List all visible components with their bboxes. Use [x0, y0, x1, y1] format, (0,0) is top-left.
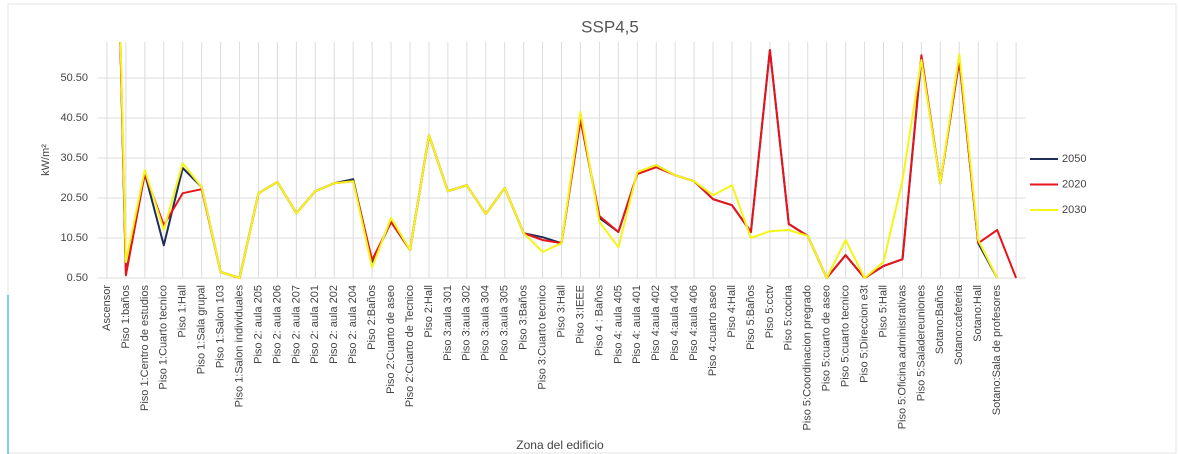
x-tick-label: Piso 1:baños	[120, 285, 132, 349]
x-tick-label: Sotano:cafeteria	[953, 284, 965, 365]
x-axis-label: Zona del edificio	[516, 438, 604, 452]
x-tick-label: Piso 2:Cuarto de Tecnico	[404, 285, 416, 407]
x-tick-label: Piso 5:Oficina administrativas	[896, 285, 908, 430]
y-tick-label: 50.50	[60, 72, 88, 84]
x-tick-label: Piso 5:Baños	[745, 285, 757, 350]
x-tick-label: Piso 4:Hall	[726, 285, 738, 338]
x-tick-label: Piso 2: aula 207	[290, 285, 302, 364]
legend-label: 2030	[1062, 204, 1086, 216]
x-tick-label: Piso 1:Cuarto tecnico	[158, 285, 170, 390]
x-tick-label: Piso 2: aula 204	[347, 285, 359, 364]
x-tick-label: Piso 1:Hall	[177, 285, 189, 338]
x-tick-label: Piso 5:Coordinacion pregrado	[802, 285, 814, 431]
x-tick-label: Piso 5:Saladereuniones	[915, 285, 927, 402]
legend-label: 2020	[1062, 178, 1086, 190]
x-tick-label: Piso 4:aula 404	[669, 285, 681, 361]
x-tick-label: Piso 4:aula 402	[650, 285, 662, 361]
x-tick-label: Piso 3:aula 301	[442, 285, 454, 361]
x-tick-label: Piso 2:Baños	[366, 285, 378, 350]
x-tick-label: Piso 4: aula 401	[631, 285, 643, 364]
x-tick-label: Piso 5:cuarto tecnico	[840, 285, 852, 387]
x-tick-label: Piso 2: aula 201	[309, 285, 321, 364]
x-tick-label: Piso 2:Cuarto de aseo	[385, 285, 397, 394]
x-tick-label: Piso 4:cuarto aseo	[707, 285, 719, 376]
plot	[119, 42, 1018, 279]
y-tick-label: 20.50	[60, 192, 88, 204]
x-tick-label: Piso 1:Sala grupal	[196, 285, 208, 374]
x-tick-label: Piso 5:cuarto de aseo	[821, 285, 833, 391]
chart-frame	[7, 3, 1177, 454]
y-axis-label: kW/m²	[40, 144, 52, 176]
x-tick-label: Piso 4:aula 406	[688, 285, 700, 361]
x-tick-label: Piso 1:Salon 103	[215, 285, 227, 368]
x-tick-label: Piso 3:IEEE	[574, 285, 586, 344]
x-tick-label: Piso 4: aula 405	[612, 285, 624, 364]
legend-label: 2050	[1062, 153, 1086, 165]
x-tick-label: Piso 4 : Baños	[593, 285, 605, 356]
x-tick-label: Piso 2: aula 202	[328, 285, 340, 364]
x-tick-label: Piso 3:Hall	[555, 285, 567, 338]
y-tick-label: 10.50	[60, 232, 88, 244]
x-tick-label: Piso 3:Cuarto tecnico	[536, 285, 548, 390]
series-line	[119, 42, 999, 279]
y-tick-label: 40.50	[60, 112, 88, 124]
x-tick-label: Piso 2: aula 205	[252, 285, 264, 364]
y-tick-label: 0.50	[67, 272, 88, 284]
x-tick-label: Piso 5:Hall	[877, 285, 889, 338]
x-tick-label: Piso 1:Centro de estudios	[139, 285, 151, 411]
x-tick-label: Ascensor	[101, 285, 113, 331]
x-tick-label: Piso 3:aula 304	[480, 285, 492, 361]
x-tick-label: Piso 2:Hall	[423, 285, 435, 338]
x-tick-label: Piso 5:Direccion e3t	[858, 285, 870, 383]
x-tick-label: Piso 5:cocina	[783, 284, 795, 350]
chart-title: SSP4,5	[581, 17, 639, 36]
x-tick-label: Piso 1:Salon individuales	[233, 285, 245, 408]
x-tick-label: Sotano:Hall	[972, 285, 984, 342]
x-tick-label: Piso 3:aula 305	[499, 285, 511, 361]
x-tick-label: Sotano:Baños	[934, 285, 946, 355]
x-tick-label: Piso 3:aula 302	[461, 285, 473, 361]
x-tick-label: Piso 3:Baños	[518, 285, 530, 350]
x-tick-label: Piso 5:cctv	[764, 285, 776, 339]
x-tick-label: Piso 2: aula 206	[271, 285, 283, 364]
y-tick-label: 30.50	[60, 152, 88, 164]
x-tick-label: Sotano:Sala de profesores	[991, 285, 1003, 416]
